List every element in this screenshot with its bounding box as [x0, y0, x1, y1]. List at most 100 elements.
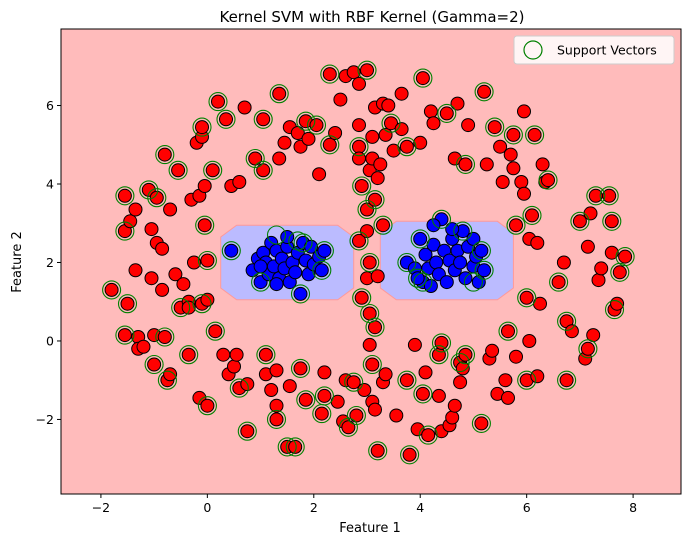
point-inner: [439, 275, 454, 290]
point-outer: [407, 337, 422, 352]
support-vector-ring: [115, 186, 135, 206]
point-outer: [370, 443, 385, 458]
support-vector-ring: [197, 250, 217, 271]
x-tick-label: 4: [416, 500, 424, 515]
point-outer: [530, 235, 545, 250]
point-outer: [370, 171, 385, 186]
point-outer: [612, 265, 627, 280]
support-vector-ring: [602, 211, 622, 231]
point-outer: [176, 277, 191, 292]
point-outer: [144, 222, 159, 237]
point-outer: [269, 363, 284, 378]
point-outer: [195, 120, 209, 135]
point-outer: [365, 129, 380, 144]
support-vector-ring: [498, 321, 518, 341]
support-vector-ring: [269, 84, 289, 104]
point-outer: [415, 71, 430, 86]
support-vector-ring: [115, 221, 135, 241]
point-outer: [269, 412, 284, 427]
point-outer: [314, 406, 329, 421]
point-outer: [354, 179, 369, 193]
point-outer: [415, 386, 430, 401]
point-outer: [394, 122, 409, 137]
x-tick-label: −2: [92, 500, 110, 515]
support-vector-ring: [192, 294, 212, 314]
support-vector-ring: [205, 321, 225, 341]
legend-box: [513, 35, 675, 65]
x-tick-label: 6: [523, 500, 531, 515]
point-inner: [418, 247, 433, 262]
point-outer: [431, 347, 446, 362]
point-outer: [352, 233, 366, 248]
point-outer: [423, 104, 438, 119]
point-outer: [517, 104, 531, 119]
support-vector-ring: [115, 325, 135, 345]
point-inner: [453, 255, 468, 270]
support-vector-ring: [195, 215, 215, 235]
point-outer: [389, 408, 404, 423]
support-vector-ring: [578, 339, 598, 359]
point-outer: [360, 224, 374, 239]
point-outer: [197, 179, 212, 193]
point-outer: [410, 422, 425, 437]
support-vector-ring: [397, 137, 417, 157]
support-vector-ring: [296, 111, 316, 131]
point-outer: [149, 190, 164, 205]
point-inner: [466, 231, 481, 246]
point-outer: [272, 151, 287, 166]
y-axis-label: Feature 2: [10, 231, 25, 293]
point-outer: [117, 188, 132, 203]
point-inner: [426, 218, 441, 233]
point-outer: [333, 92, 348, 107]
point-inner: [293, 286, 308, 301]
support-vector-ring: [397, 252, 417, 273]
legend-label-support-vectors: Support Vectors: [557, 43, 657, 58]
chart-title: Kernel SVM with RBF Kernel (Gamma=2): [219, 8, 524, 26]
support-vector-ring: [429, 345, 449, 365]
support-vector-ring: [266, 225, 287, 245]
point-inner: [477, 263, 492, 278]
point-outer: [211, 94, 225, 109]
plot-frame: [60, 28, 682, 495]
point-outer: [240, 424, 255, 439]
point-outer: [485, 343, 500, 358]
point-outer: [269, 398, 284, 413]
point-outer: [256, 163, 271, 178]
x-axis-label: Feature 1: [339, 521, 401, 536]
point-outer: [352, 118, 366, 133]
support-vector-ring: [474, 260, 494, 280]
support-vector-ring: [599, 186, 619, 206]
point-outer: [479, 157, 494, 172]
legend: Support Vectors: [513, 35, 675, 65]
support-vector-ring: [357, 199, 377, 220]
support-vector-ring: [197, 396, 217, 416]
support-vector-ring: [517, 288, 537, 308]
point-outer: [517, 186, 531, 201]
support-vector-ring: [290, 358, 311, 378]
point-outer: [317, 365, 332, 380]
support-vector-ring: [117, 294, 138, 314]
point-outer: [181, 300, 196, 315]
support-vector-ring: [320, 135, 340, 155]
point-outer: [384, 116, 398, 131]
support-vector-ring: [455, 154, 476, 174]
point-inner: [269, 277, 284, 292]
support-vector-ring: [314, 386, 334, 406]
point-inner: [253, 259, 268, 274]
point-outer: [381, 98, 396, 113]
point-outer: [309, 118, 324, 133]
support-vector-ring: [368, 441, 388, 461]
support-vector-ring: [320, 64, 340, 84]
point-outer: [144, 271, 159, 286]
support-vector-ring: [557, 311, 577, 331]
point-outer: [399, 373, 414, 388]
point-outer: [248, 151, 263, 166]
point-outer: [346, 65, 361, 80]
y-tick-label: −2: [36, 412, 54, 427]
point-outer: [200, 253, 215, 268]
point-inner: [224, 243, 239, 258]
point-outer: [282, 379, 297, 394]
point-outer: [352, 139, 366, 154]
point-outer: [346, 375, 361, 390]
